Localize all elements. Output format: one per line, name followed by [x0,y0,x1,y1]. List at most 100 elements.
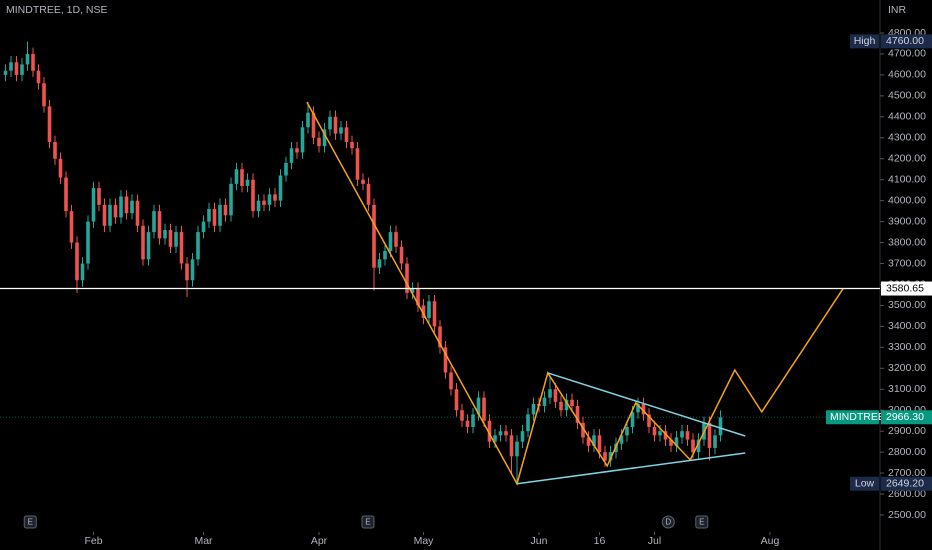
candle-body [113,204,118,218]
drawing-line [306,101,844,486]
candle-body [328,116,332,130]
currency: INR [888,4,907,16]
candle-body [630,412,635,427]
candle-body [267,194,272,205]
candle-body [344,127,349,142]
candle-body [509,435,514,457]
hline-label-bg [881,281,932,296]
y-tick-label: 2900.00 [888,425,926,437]
candle-body [256,200,261,212]
candle-body [9,62,13,71]
candle-body [25,53,30,65]
candle-body [438,326,442,348]
y-tick-label: 2500.00 [888,509,926,521]
candle-body [14,62,19,75]
candle-body [410,288,415,293]
candle-body [31,53,35,71]
event-marker [23,515,37,529]
y-tick-label: 4300.00 [888,132,926,144]
event-label: E [699,518,704,527]
candle-body [355,148,360,180]
candle-body [339,127,343,134]
candle-body [383,250,387,260]
x-tick-label: Aug [761,535,780,547]
candle-body [317,137,321,147]
y-tick-label: 3500.00 [888,299,926,311]
candle-body [278,175,283,201]
candle-body [366,183,371,205]
drawing-line [516,452,746,485]
candle-body [443,347,448,373]
candle-body [295,148,299,153]
candle-body [306,112,310,128]
candle-body [185,263,189,281]
candle-body [42,83,46,107]
candle-body [284,162,288,176]
y-tick-label: 4500.00 [888,90,926,102]
low-label-bg [881,476,932,491]
candle-body [608,452,613,461]
candle-body [300,127,305,153]
candle-body [91,188,96,222]
y-tick-label: 2700.00 [888,467,926,479]
high-text: High [854,35,876,47]
chart-title: MINDTREE, 1D, NSE [6,4,108,16]
candle-body [245,179,250,186]
y-tick-label: 4000.00 [888,194,926,206]
candle-body [482,397,486,421]
candle-body [53,141,57,159]
y-tick-label: 4600.00 [888,69,926,81]
candle-body [432,301,437,327]
low-text: Low [855,478,875,490]
last-label: 2966.30 [886,411,924,423]
x-tick-label: Jun [531,535,548,547]
candle-body [174,232,178,247]
candle-body [427,301,431,319]
high-label-bg [881,34,932,49]
x-tick-label: May [414,535,435,547]
candle-body [102,204,107,226]
y-tick-label: 4700.00 [888,48,926,60]
candle-body [64,177,68,212]
candle-body [641,403,646,415]
high-label: 4760.00 [886,35,924,47]
candle-body [69,211,74,243]
candle-body [652,426,657,436]
y-tick-label: 4100.00 [888,173,926,185]
candle-body [559,401,563,411]
candle-body [603,452,607,461]
candle-body [130,200,134,214]
candle-body [548,389,552,398]
y-tick-label: 4200.00 [888,153,926,165]
candle-body [372,204,376,268]
candle-body [212,209,217,226]
candle-body [718,417,723,436]
candle-body [421,305,426,319]
candle-body [135,200,140,226]
candle-body [377,259,382,268]
candle-body [157,211,162,239]
candle-body [179,232,184,264]
drawing-line [547,372,746,437]
candle-body [350,141,354,149]
candle-body [416,288,420,306]
x-tick-label: 16 [594,535,606,547]
candle-body [465,420,470,427]
candle-body [471,414,475,427]
candle-body [196,232,200,260]
candle-body [493,435,497,442]
candle-body [262,200,266,205]
low-text-bg [850,476,879,491]
candle-body [553,389,558,402]
candle-body [108,204,112,226]
candle-body [322,129,327,147]
candle-body [713,435,717,448]
y-tick-label: 2600.00 [888,488,926,500]
event-marker [361,515,375,529]
candle-body [680,431,684,438]
hline-label: 3580.65 [886,282,924,294]
candle-body [58,158,63,178]
candle-body [47,106,52,142]
candle-body [542,397,547,407]
